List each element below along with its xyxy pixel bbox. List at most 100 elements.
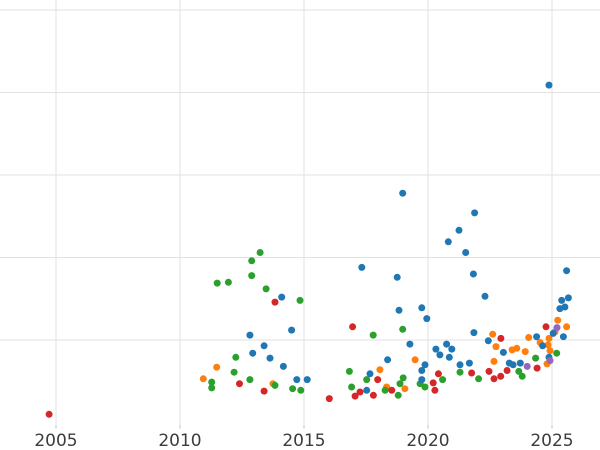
data-point bbox=[545, 81, 553, 89]
data-point bbox=[455, 226, 463, 234]
data-point bbox=[208, 378, 216, 386]
data-point bbox=[471, 209, 479, 217]
data-point bbox=[563, 267, 571, 275]
data-point bbox=[249, 349, 257, 357]
data-point bbox=[564, 294, 572, 302]
data-point bbox=[248, 272, 256, 280]
data-point bbox=[297, 386, 305, 394]
data-point bbox=[490, 375, 498, 383]
data-point bbox=[456, 368, 464, 376]
data-point bbox=[399, 374, 407, 382]
data-point bbox=[246, 376, 254, 384]
data-point bbox=[418, 367, 426, 374]
data-point bbox=[489, 330, 497, 338]
data-point bbox=[363, 386, 371, 394]
data-point bbox=[556, 305, 564, 313]
data-point bbox=[469, 270, 477, 278]
data-point bbox=[348, 383, 356, 391]
data-point bbox=[411, 356, 419, 364]
data-point bbox=[485, 367, 493, 375]
data-point bbox=[497, 334, 505, 342]
data-point bbox=[546, 347, 554, 355]
data-point bbox=[374, 376, 382, 384]
x-tick-label: 2020 bbox=[406, 431, 449, 450]
data-point bbox=[421, 383, 429, 391]
data-point bbox=[288, 326, 296, 334]
data-point bbox=[490, 357, 498, 365]
data-point bbox=[445, 353, 453, 361]
data-point bbox=[439, 376, 447, 384]
data-point bbox=[246, 331, 254, 339]
data-point bbox=[381, 386, 389, 394]
data-point bbox=[545, 334, 553, 342]
data-point bbox=[434, 370, 442, 378]
data-point bbox=[539, 342, 547, 350]
data-point bbox=[444, 238, 452, 246]
data-point bbox=[503, 367, 511, 374]
data-point bbox=[470, 329, 478, 337]
data-point bbox=[260, 387, 268, 395]
data-point bbox=[423, 315, 431, 323]
data-point bbox=[544, 341, 552, 349]
data-point bbox=[484, 337, 492, 345]
data-point bbox=[399, 325, 407, 333]
data-point bbox=[248, 257, 256, 265]
data-point bbox=[232, 353, 240, 361]
data-point bbox=[230, 368, 238, 376]
data-point bbox=[356, 388, 364, 396]
data-point bbox=[388, 386, 396, 394]
x-tick-label: 2005 bbox=[34, 431, 77, 450]
data-point bbox=[448, 345, 456, 353]
data-point bbox=[443, 340, 451, 348]
data-point bbox=[436, 351, 444, 359]
data-point bbox=[432, 345, 440, 353]
data-point bbox=[499, 348, 507, 356]
data-point bbox=[369, 391, 377, 399]
data-point bbox=[303, 376, 311, 384]
data-point bbox=[563, 323, 571, 331]
data-point bbox=[549, 329, 557, 337]
data-point bbox=[513, 344, 521, 352]
data-point bbox=[260, 342, 268, 350]
data-point bbox=[296, 296, 304, 304]
data-point bbox=[429, 379, 437, 387]
data-point bbox=[213, 279, 221, 287]
data-point bbox=[553, 349, 561, 357]
data-point bbox=[399, 189, 407, 197]
data-point bbox=[349, 323, 357, 331]
data-point bbox=[213, 363, 221, 371]
data-point bbox=[558, 296, 566, 304]
data-point bbox=[363, 376, 371, 384]
data-point bbox=[262, 285, 270, 293]
data-point bbox=[431, 386, 439, 394]
data-point bbox=[384, 356, 392, 364]
data-point bbox=[475, 375, 483, 383]
data-point bbox=[325, 395, 333, 403]
data-point bbox=[497, 372, 505, 380]
data-point bbox=[406, 340, 414, 348]
data-point bbox=[546, 357, 554, 365]
data-point bbox=[351, 392, 359, 400]
data-point bbox=[525, 334, 533, 341]
data-point bbox=[279, 362, 287, 370]
data-point bbox=[256, 249, 264, 256]
data-point bbox=[401, 385, 409, 393]
data-point bbox=[376, 366, 384, 374]
data-point bbox=[456, 361, 464, 369]
data-point bbox=[465, 359, 473, 367]
data-point bbox=[553, 324, 561, 332]
data-point bbox=[199, 375, 207, 383]
data-point bbox=[492, 343, 500, 351]
data-point bbox=[271, 298, 279, 306]
data-point bbox=[418, 304, 426, 312]
data-point bbox=[554, 316, 562, 324]
data-point bbox=[394, 391, 402, 399]
data-point bbox=[289, 385, 297, 393]
data-point bbox=[515, 367, 523, 375]
data-point bbox=[418, 376, 426, 384]
data-point bbox=[208, 384, 216, 392]
data-point bbox=[509, 361, 517, 369]
data-point bbox=[236, 380, 243, 388]
